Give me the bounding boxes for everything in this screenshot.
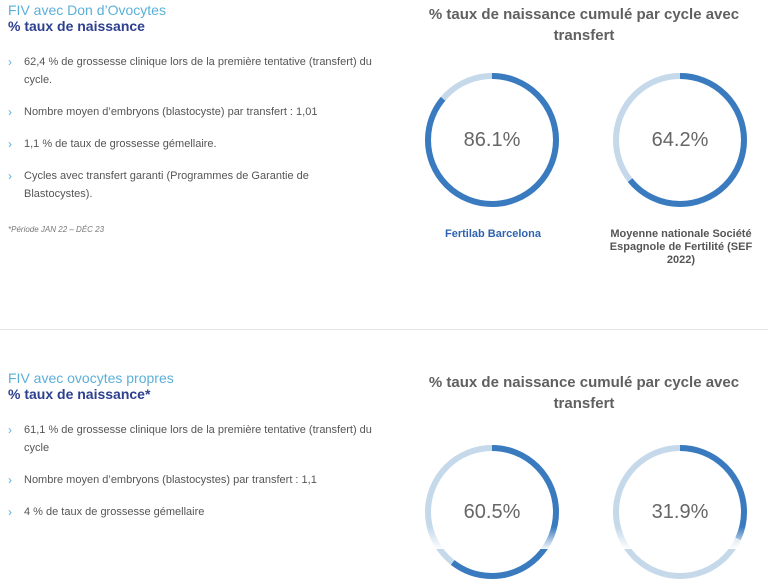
chevron-right-icon: › — [8, 423, 12, 437]
section-fiv-ovocytes-propres: FIV avec ovocytes propres % taux de nais… — [0, 368, 768, 579]
bullet-text: 62,4 % de grossesse clinique lors de la … — [24, 56, 372, 86]
section1-text: FIV avec Don d’Ovocytes % taux de naissa… — [8, 0, 378, 234]
list-item: › 62,4 % de grossesse clinique lors de la… — [8, 53, 378, 89]
section1-subtitle: % taux de naissance — [8, 18, 145, 34]
bottom-fade — [0, 527, 768, 549]
donut-ring — [613, 73, 747, 207]
list-item: › Cycles avec transfert garanti (Programm… — [8, 167, 378, 203]
section2-text: FIV avec ovocytes propres % taux de nais… — [8, 368, 378, 535]
donut-caption-national-average: Moyenne nationale Société Espagnole de F… — [609, 228, 753, 266]
bullet-text: Nombre moyen d’embryons (blastocyste) pa… — [24, 106, 318, 118]
section1-bullet-list: › 62,4 % de grossesse clinique lors de la… — [8, 53, 378, 203]
section2-chart-area: % taux de naissance cumulé par cycle ave… — [400, 368, 768, 414]
donut-own-oocytes-national: 31.9% — [612, 444, 748, 580]
chevron-right-icon: › — [8, 137, 12, 151]
list-item: › 4 % de taux de grossesse gémellaire — [8, 503, 378, 521]
chevron-right-icon: › — [8, 169, 12, 183]
section-fiv-don-ovocytes: FIV avec Don d’Ovocytes % taux de naissa… — [8, 0, 768, 266]
bullet-text: Nombre moyen d’embryons (blastocystes) p… — [24, 474, 317, 486]
donut-arc — [613, 73, 747, 207]
bullet-text: 4 % de taux de grossesse gémellaire — [24, 506, 205, 518]
chevron-right-icon: › — [8, 55, 12, 69]
section2-subtitle: % taux de naissance* — [8, 386, 151, 402]
bullet-text: Cycles avec transfert garanti (Programme… — [24, 170, 309, 200]
donut-arc — [425, 73, 559, 207]
section2-chart-title: % taux de naissance cumulé par cycle ave… — [428, 374, 740, 412]
section1-chart-area: % taux de naissance cumulé par cycle ave… — [400, 0, 768, 46]
section1-chart-title: % taux de naissance cumulé par cycle ave… — [428, 6, 740, 44]
section1-kicker: FIV avec Don d’Ovocytes — [8, 2, 166, 18]
period-note: *Période JAN 22 – DÉC 23 — [8, 225, 105, 234]
list-item: › Nombre moyen d’embryons (blastocyste) p… — [8, 103, 378, 121]
donut-value: 64.2% — [651, 129, 709, 151]
donut-value: 31.9% — [651, 501, 709, 523]
section2-kicker: FIV avec ovocytes propres — [8, 370, 174, 386]
bullet-text: 61,1 % de grossesse clinique lors de la … — [24, 424, 372, 454]
donut-caption-fertilab: Fertilab Barcelona — [445, 228, 541, 240]
donut-arc — [613, 445, 747, 579]
donut-own-oocytes-fertilab: 60.5% — [424, 444, 560, 580]
bullet-text: 1,1 % de taux de grossesse gémellaire. — [24, 138, 217, 150]
donut-national-average: 64.2% — [612, 72, 748, 208]
section-divider — [0, 329, 768, 330]
list-item: › 61,1 % de grossesse clinique lors de la… — [8, 421, 378, 457]
chevron-right-icon: › — [8, 505, 12, 519]
chevron-right-icon: › — [8, 105, 12, 119]
list-item: › Nombre moyen d’embryons (blastocystes) … — [8, 471, 378, 489]
donut-ring — [425, 73, 559, 207]
donut-value: 60.5% — [463, 501, 521, 523]
donut-value: 86.1% — [463, 129, 521, 151]
donut-fertilab: 86.1% — [424, 72, 560, 208]
chevron-right-icon: › — [8, 473, 12, 487]
list-item: › 1,1 % de taux de grossesse gémellaire. — [8, 135, 378, 153]
section2-bullet-list: › 61,1 % de grossesse clinique lors de la… — [8, 421, 378, 521]
